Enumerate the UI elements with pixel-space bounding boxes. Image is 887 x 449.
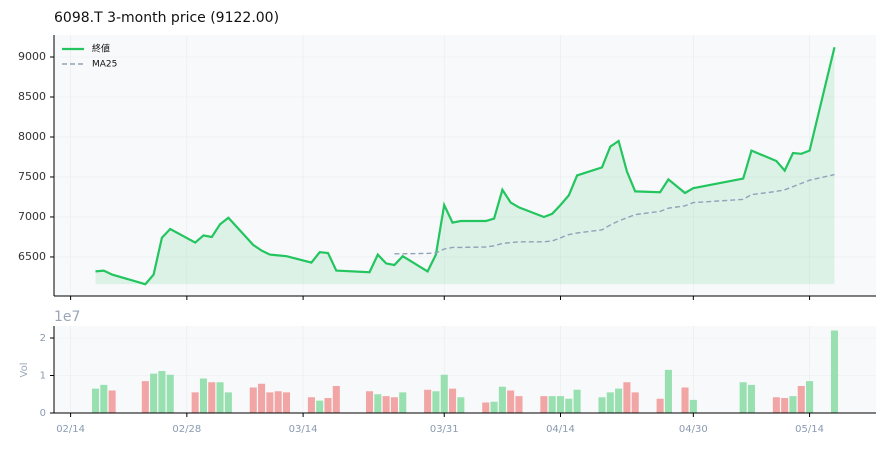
- bar: [689, 399, 697, 413]
- bar: [274, 391, 282, 413]
- bar: [282, 392, 291, 413]
- bar: [449, 388, 457, 413]
- bar: [382, 396, 390, 413]
- bar: [615, 388, 623, 413]
- y-tick-label: 2: [40, 333, 46, 344]
- bar: [623, 382, 631, 413]
- bar: [208, 382, 216, 413]
- bar: [789, 396, 797, 413]
- x-tick-label: 02/14: [56, 424, 85, 435]
- y-tick-label: 7000: [18, 210, 46, 223]
- bar: [739, 382, 747, 413]
- y-tick-label: 9000: [18, 50, 46, 63]
- bar: [224, 392, 232, 413]
- bar: [365, 391, 374, 413]
- bar: [498, 386, 506, 413]
- bar: [747, 384, 755, 413]
- line: [394, 173, 835, 255]
- legend-label: MA25: [92, 60, 117, 70]
- bar: [490, 401, 498, 413]
- bar: [100, 384, 108, 413]
- bar: [307, 397, 315, 413]
- price-panel: [54, 35, 876, 296]
- bar: [781, 398, 789, 413]
- bar: [390, 397, 398, 413]
- bar: [258, 383, 266, 413]
- volume-panel: [54, 326, 876, 413]
- bar: [166, 374, 174, 413]
- bar: [664, 369, 672, 413]
- x-tick-label: 02/28: [172, 424, 201, 435]
- bar: [598, 397, 606, 413]
- bar: [806, 381, 814, 413]
- bar: [556, 396, 565, 413]
- bar: [797, 386, 805, 413]
- bar: [432, 391, 440, 413]
- bar: [830, 330, 839, 413]
- area: [95, 47, 835, 285]
- bar: [199, 378, 207, 413]
- y-tick-label: 0: [40, 408, 46, 419]
- line: [95, 46, 836, 286]
- bar: [324, 398, 332, 413]
- bar: [540, 396, 548, 413]
- bar: [606, 392, 614, 413]
- bar: [150, 373, 158, 413]
- y-axis-label: Vol: [19, 363, 30, 378]
- bar: [374, 394, 382, 413]
- grid: 6500 7000 7500 8000 8500 9000 0 1 2 02/14 02/28 03/…: [18, 35, 876, 435]
- bar: [507, 390, 515, 413]
- bar: [440, 374, 448, 413]
- bar: [316, 400, 324, 413]
- bar: [216, 382, 224, 413]
- bar: [158, 371, 166, 413]
- marks: [91, 46, 839, 413]
- bar: [91, 388, 100, 413]
- bar: [332, 386, 340, 413]
- bar: [399, 392, 407, 413]
- x-tick-label: 03/31: [430, 424, 459, 435]
- bar: [424, 389, 432, 413]
- bar: [772, 397, 780, 413]
- bar: [548, 396, 556, 413]
- y-tick-label: 8500: [18, 90, 46, 103]
- y-tick-label: 6500: [18, 250, 46, 263]
- x-tick-label: 04/30: [679, 424, 708, 435]
- offset-label: 1e7: [54, 309, 80, 325]
- x-tick-label: 05/14: [795, 424, 824, 435]
- bar: [457, 397, 465, 413]
- bar: [656, 398, 664, 413]
- bar: [631, 392, 639, 413]
- x-tick-label: 03/14: [289, 424, 318, 435]
- bar: [108, 390, 116, 413]
- bar: [191, 392, 199, 413]
- y-tick-label: 8000: [18, 130, 46, 143]
- y-tick-label: 1: [40, 371, 46, 382]
- bar: [565, 398, 573, 413]
- x-tick-label: 04/14: [546, 424, 575, 435]
- bar: [482, 402, 490, 413]
- bar: [141, 381, 149, 413]
- overlay: 終値 MA25: [62, 43, 117, 70]
- bar: [681, 387, 689, 413]
- bar: [515, 396, 523, 413]
- bar: [266, 392, 274, 413]
- legend-label: 終値: [92, 43, 110, 55]
- chart-title: 6098.T 3-month price (9122.00): [54, 10, 279, 26]
- bar: [573, 389, 581, 413]
- bar: [249, 387, 257, 413]
- y-tick-label: 7500: [18, 170, 46, 183]
